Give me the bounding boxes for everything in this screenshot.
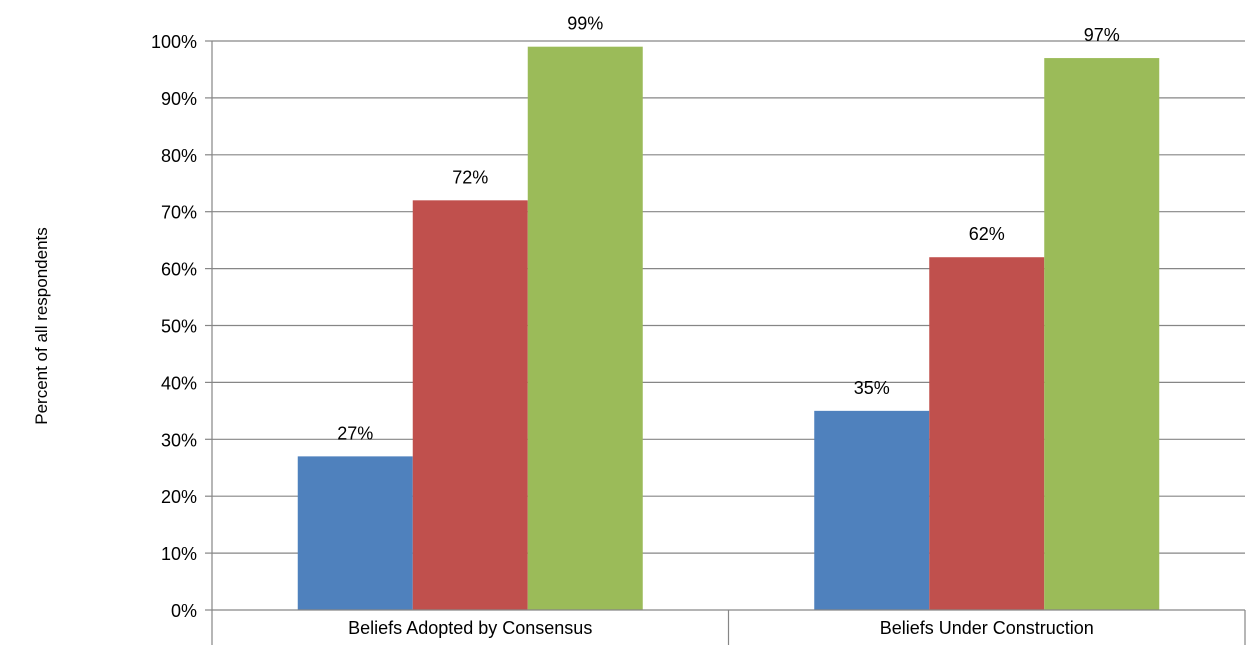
y-tick-label: 90% <box>161 89 197 109</box>
category-label: Beliefs Under Construction <box>880 618 1094 638</box>
category-label: Beliefs Adopted by Consensus <box>348 618 592 638</box>
y-tick-label: 20% <box>161 487 197 507</box>
bars <box>297 46 1160 610</box>
bar <box>412 200 528 610</box>
data-label: 62% <box>969 224 1005 244</box>
y-tick-label: 60% <box>161 260 197 280</box>
data-label: 99% <box>567 14 603 34</box>
y-tick-label: 40% <box>161 373 197 393</box>
data-label: 72% <box>452 167 488 187</box>
y-tick-label: 10% <box>161 544 197 564</box>
axes <box>205 40 1246 645</box>
y-tick-label: 70% <box>161 203 197 223</box>
y-tick-label: 0% <box>171 601 197 621</box>
y-tick-label: 100% <box>151 32 197 52</box>
y-tick-label: 30% <box>161 430 197 450</box>
y-axis-title: Percent of all respondents <box>32 227 51 425</box>
bar <box>814 410 930 610</box>
bar <box>929 257 1045 610</box>
data-label: 35% <box>854 378 890 398</box>
bar <box>297 456 413 610</box>
bar <box>1044 58 1160 610</box>
bar <box>527 46 643 610</box>
y-tick-label: 80% <box>161 146 197 166</box>
data-label: 27% <box>337 423 373 443</box>
y-tick-label: 50% <box>161 317 197 337</box>
data-label: 97% <box>1084 25 1120 45</box>
labels: 0% 10% 20% 30% 40% 50% 60% 70% 80% 90% 100% 27% 72% 9… <box>151 14 1120 638</box>
